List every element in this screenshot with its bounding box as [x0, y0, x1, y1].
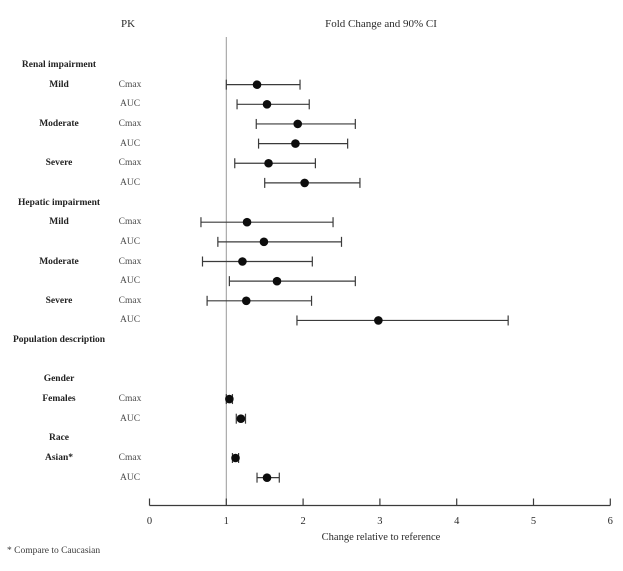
- x-tick-label: 6: [608, 516, 613, 527]
- point-estimate: [293, 119, 303, 129]
- param-label: Cmax: [118, 394, 142, 405]
- plot-title: Fold Change and 90% CI: [325, 18, 437, 30]
- pk-column-header: PK: [120, 18, 136, 30]
- param-label: AUC: [119, 99, 141, 110]
- group-label: Population description: [12, 335, 106, 346]
- param-label: Cmax: [118, 256, 142, 267]
- subgroup-label: Asian*: [45, 453, 73, 463]
- footnote: * Compare to Caucasian: [7, 546, 101, 556]
- param-label: AUC: [119, 236, 141, 247]
- x-tick-label: 0: [147, 516, 152, 527]
- group-label: Renal impairment: [21, 60, 97, 70]
- point-estimate: [300, 178, 309, 188]
- point-estimate: [231, 453, 240, 463]
- point-estimate: [262, 473, 272, 482]
- subgroup-label: Moderate: [39, 256, 79, 267]
- x-tick-label: 5: [531, 516, 536, 527]
- point-estimate: [291, 139, 300, 148]
- point-estimate: [241, 296, 251, 306]
- param-label: AUC: [119, 177, 141, 188]
- group-label: Hepatic impairment: [17, 197, 101, 208]
- param-label: AUC: [119, 472, 141, 483]
- param-label: AUC: [119, 413, 141, 424]
- group-label: Race: [48, 433, 70, 444]
- group-label: Gender: [43, 374, 75, 385]
- subgroup-label: Severe: [45, 295, 73, 306]
- param-label: Cmax: [118, 158, 142, 169]
- x-axis-label: Change relative to reference: [321, 532, 441, 543]
- point-estimate: [264, 158, 273, 168]
- point-estimate: [225, 394, 234, 404]
- param-label: AUC: [119, 138, 141, 149]
- point-estimate: [262, 100, 272, 109]
- point-estimate: [242, 217, 252, 227]
- param-label: Cmax: [118, 79, 142, 90]
- param-label: AUC: [119, 315, 141, 326]
- subgroup-label: Mild: [49, 217, 69, 228]
- param-label: Cmax: [118, 295, 142, 306]
- point-estimate: [272, 276, 282, 286]
- param-label: AUC: [119, 276, 141, 287]
- x-tick-label: 4: [454, 516, 460, 527]
- subgroup-label: Females: [42, 394, 76, 405]
- point-estimate: [238, 257, 247, 266]
- param-label: Cmax: [118, 118, 142, 129]
- x-tick-label: 1: [224, 516, 229, 527]
- point-estimate: [259, 237, 269, 247]
- param-label: Cmax: [118, 453, 142, 463]
- subgroup-label: Mild: [49, 79, 69, 90]
- x-tick-label: 2: [300, 516, 305, 527]
- param-label: Cmax: [118, 217, 142, 228]
- point-estimate: [252, 80, 262, 89]
- subgroup-label: Severe: [45, 158, 73, 169]
- x-tick-label: 3: [377, 516, 382, 527]
- point-estimate: [236, 414, 246, 424]
- subgroup-label: Moderate: [39, 118, 79, 129]
- point-estimate: [374, 316, 383, 325]
